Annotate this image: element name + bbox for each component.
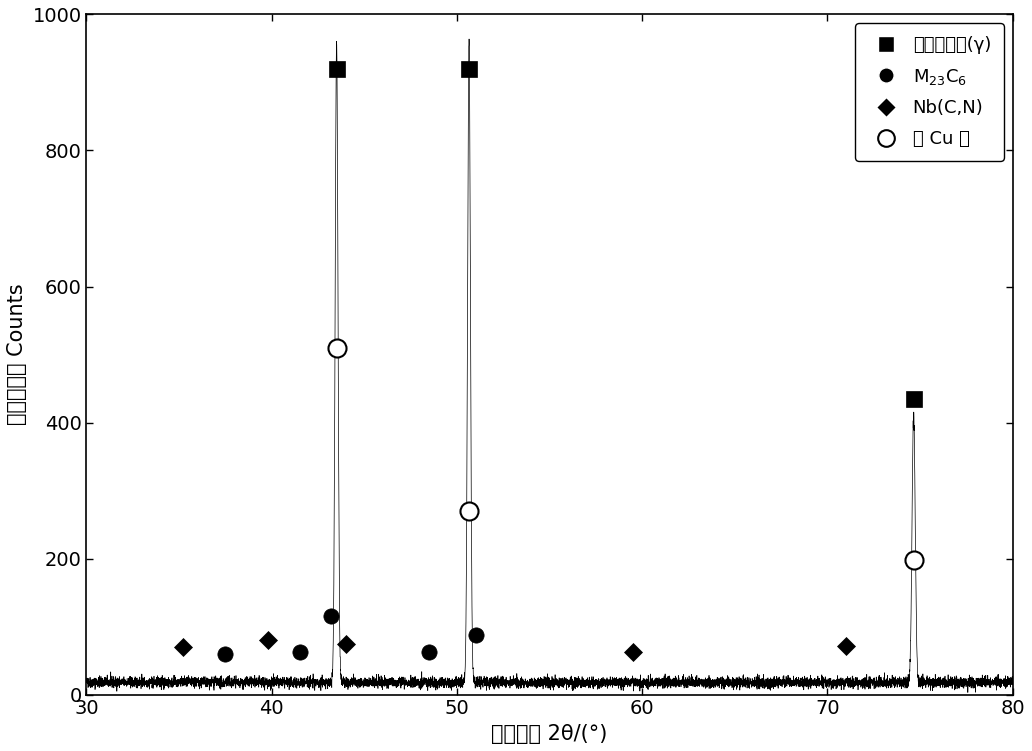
- Y-axis label: 衍射峰强度 Counts: 衍射峰强度 Counts: [7, 284, 27, 425]
- Legend: 奥氏体基体(γ), M$_{23}$C$_6$, Nb(C,N), 富 Cu 相: 奥氏体基体(γ), M$_{23}$C$_6$, Nb(C,N), 富 Cu 相: [854, 23, 1004, 161]
- X-axis label: 衍射角度 2θ/(°): 衍射角度 2θ/(°): [491, 724, 608, 744]
